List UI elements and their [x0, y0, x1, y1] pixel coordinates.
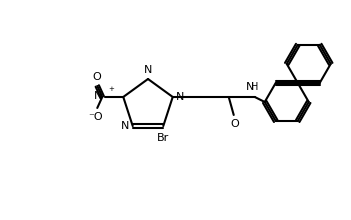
Text: N: N: [121, 121, 130, 131]
Text: O: O: [92, 72, 101, 82]
Text: N: N: [94, 91, 102, 101]
Text: N: N: [144, 65, 152, 75]
Text: Br: Br: [157, 133, 170, 143]
Text: O: O: [230, 119, 239, 129]
Text: N: N: [176, 92, 184, 102]
Text: ⁻O: ⁻O: [88, 112, 102, 122]
Text: +: +: [108, 86, 114, 92]
Text: H: H: [251, 82, 258, 92]
Text: N: N: [246, 82, 254, 92]
